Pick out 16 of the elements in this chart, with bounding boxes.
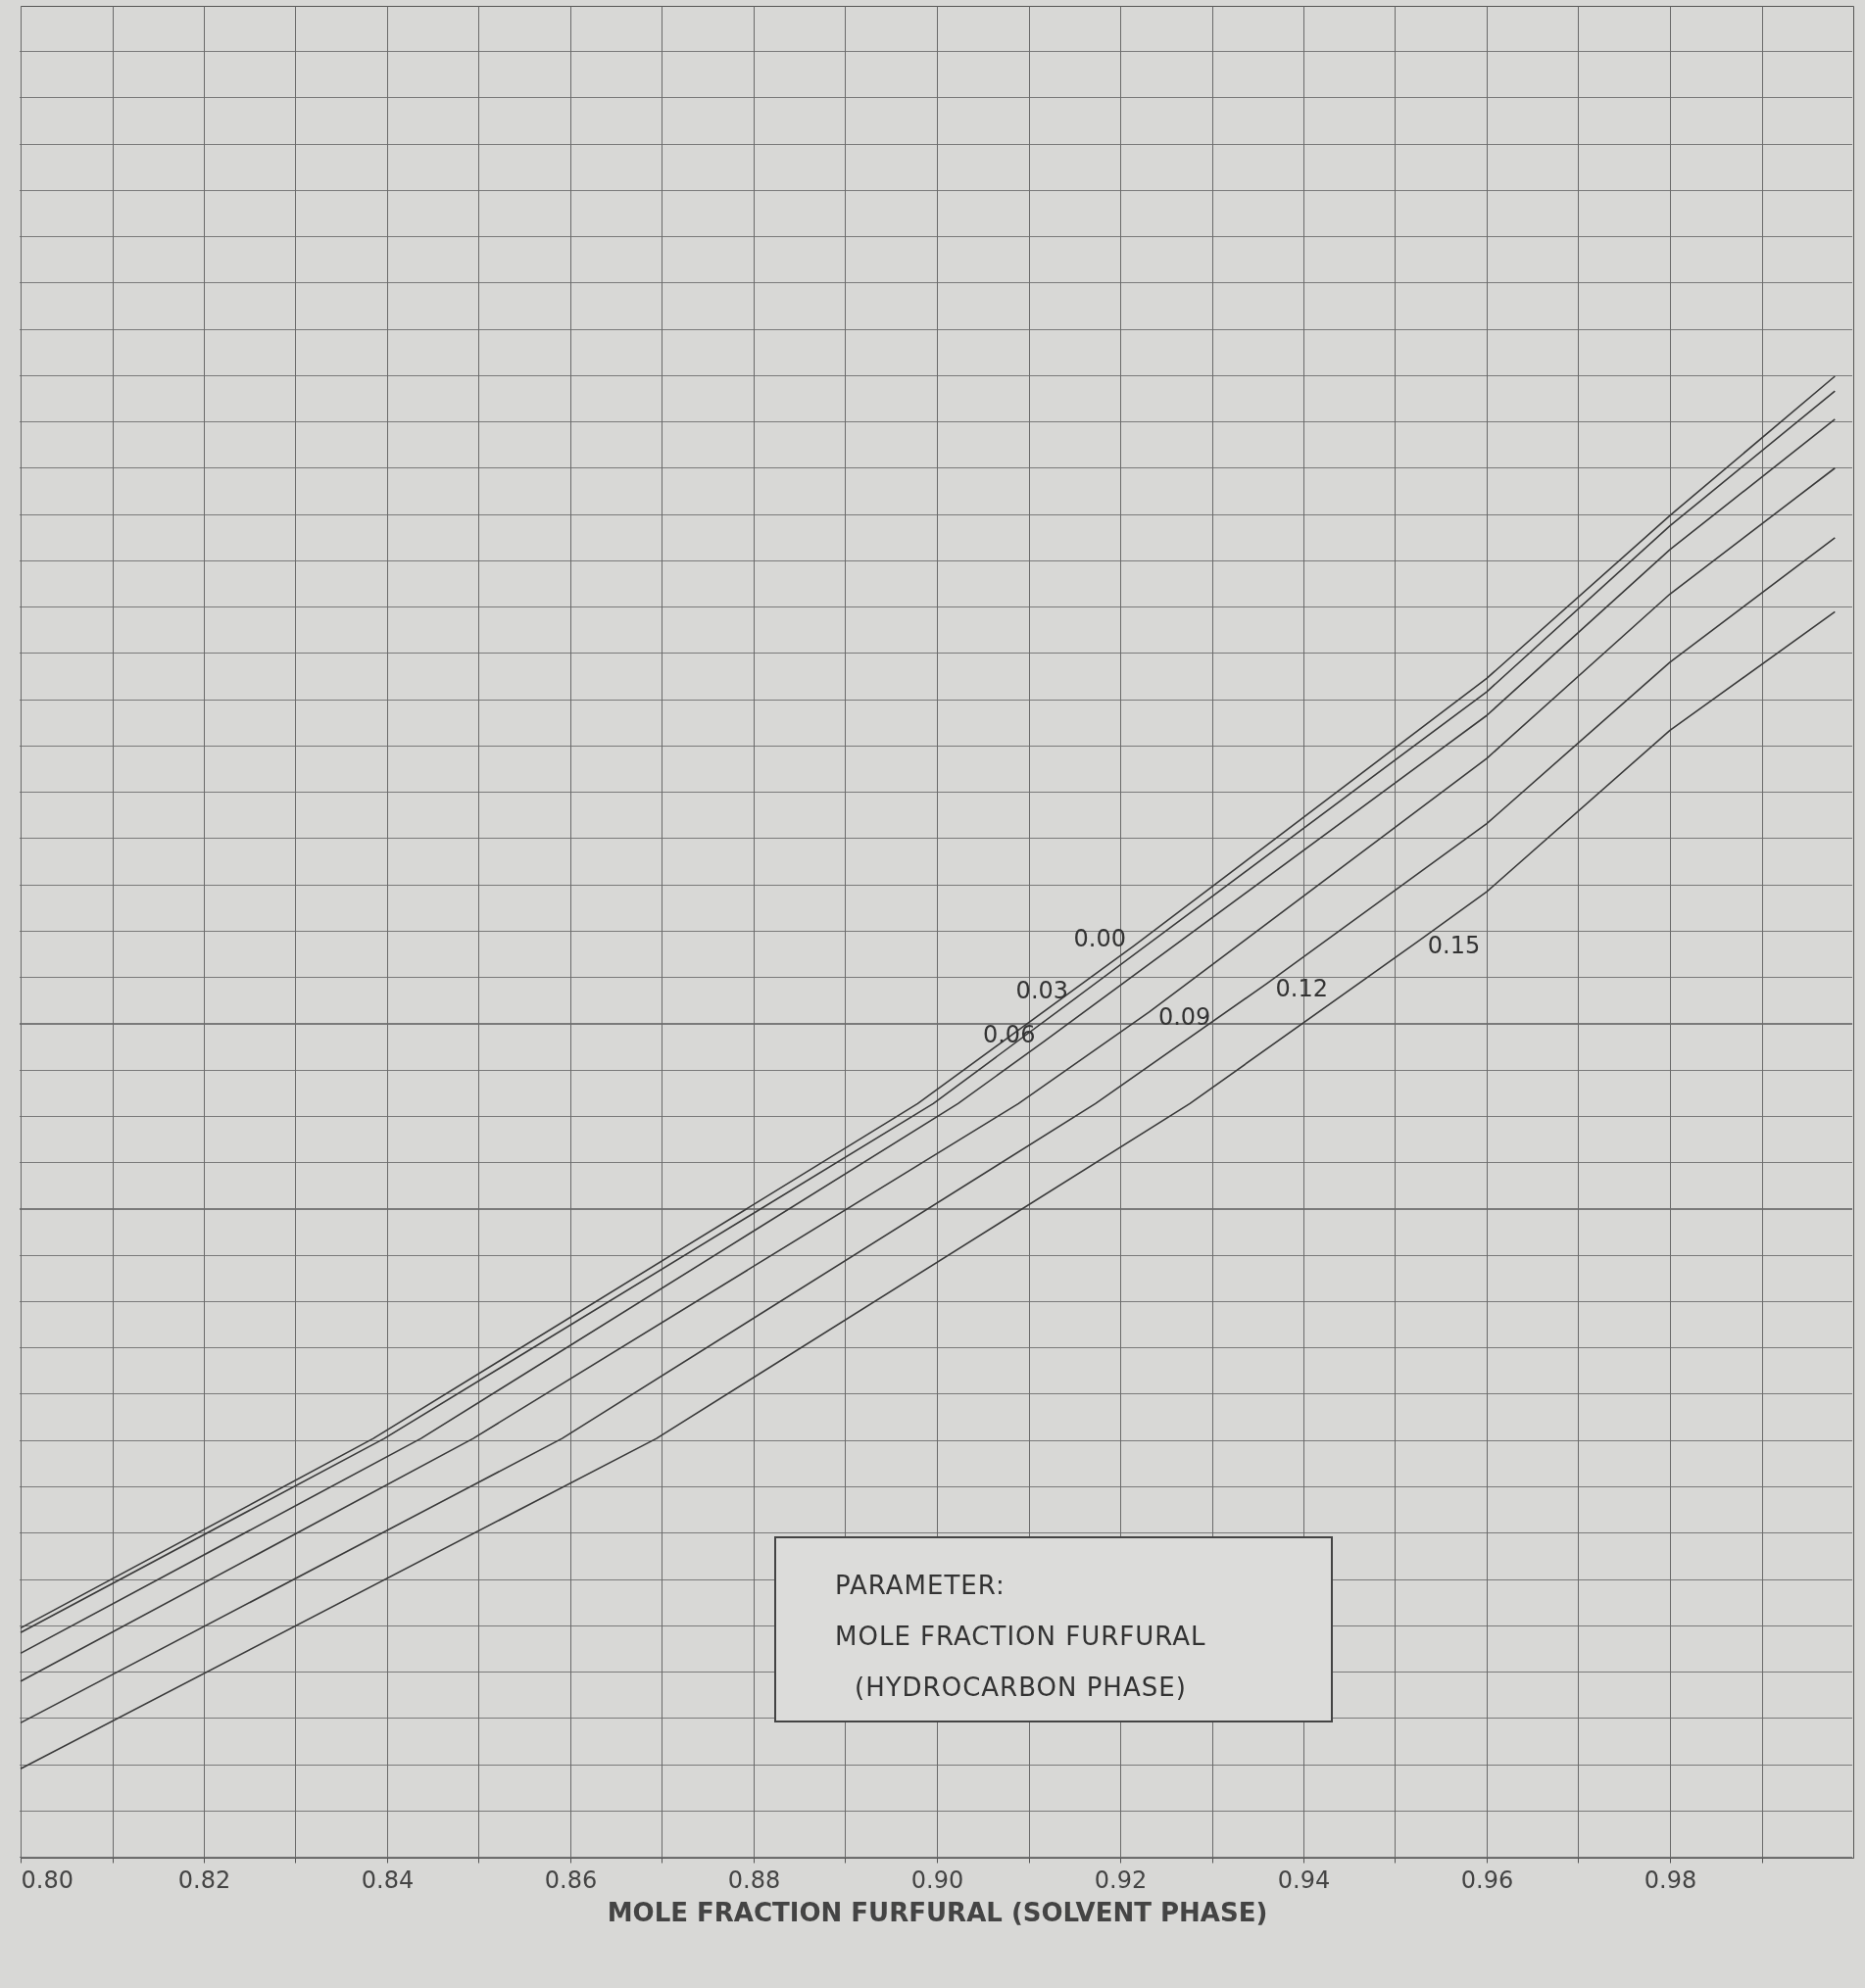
- x-tick-label: 0.88: [727, 1866, 781, 1894]
- x-tick-label: 0.84: [361, 1866, 415, 1894]
- x-tick-label: 0.92: [1094, 1866, 1148, 1894]
- series-label: 0.15: [1427, 932, 1481, 960]
- annotation: (HYDROCARBON PHASE): [854, 1672, 1188, 1704]
- x-axis-title: MOLE FRACTION FURFURAL (SOLVENT PHASE): [607, 1897, 1268, 1927]
- x-tick-label: 0.80: [21, 1866, 74, 1894]
- annotation: MOLE FRACTION FURFURAL: [835, 1621, 1207, 1653]
- x-tick-label: 0.94: [1277, 1866, 1331, 1894]
- note-box: PARAMETER: MOLE FRACTION FURFURAL (HYDROCARBON PHASE): [774, 1536, 1333, 1722]
- x-tick-label: 0.82: [177, 1866, 231, 1894]
- x-tick-label: 0.98: [1644, 1866, 1697, 1894]
- x-tick-label: 0.86: [544, 1866, 598, 1894]
- x-tick-label: 0.96: [1460, 1866, 1514, 1894]
- annotation: PARAMETER:: [835, 1570, 1006, 1602]
- x-tick-label: 0.90: [910, 1866, 964, 1894]
